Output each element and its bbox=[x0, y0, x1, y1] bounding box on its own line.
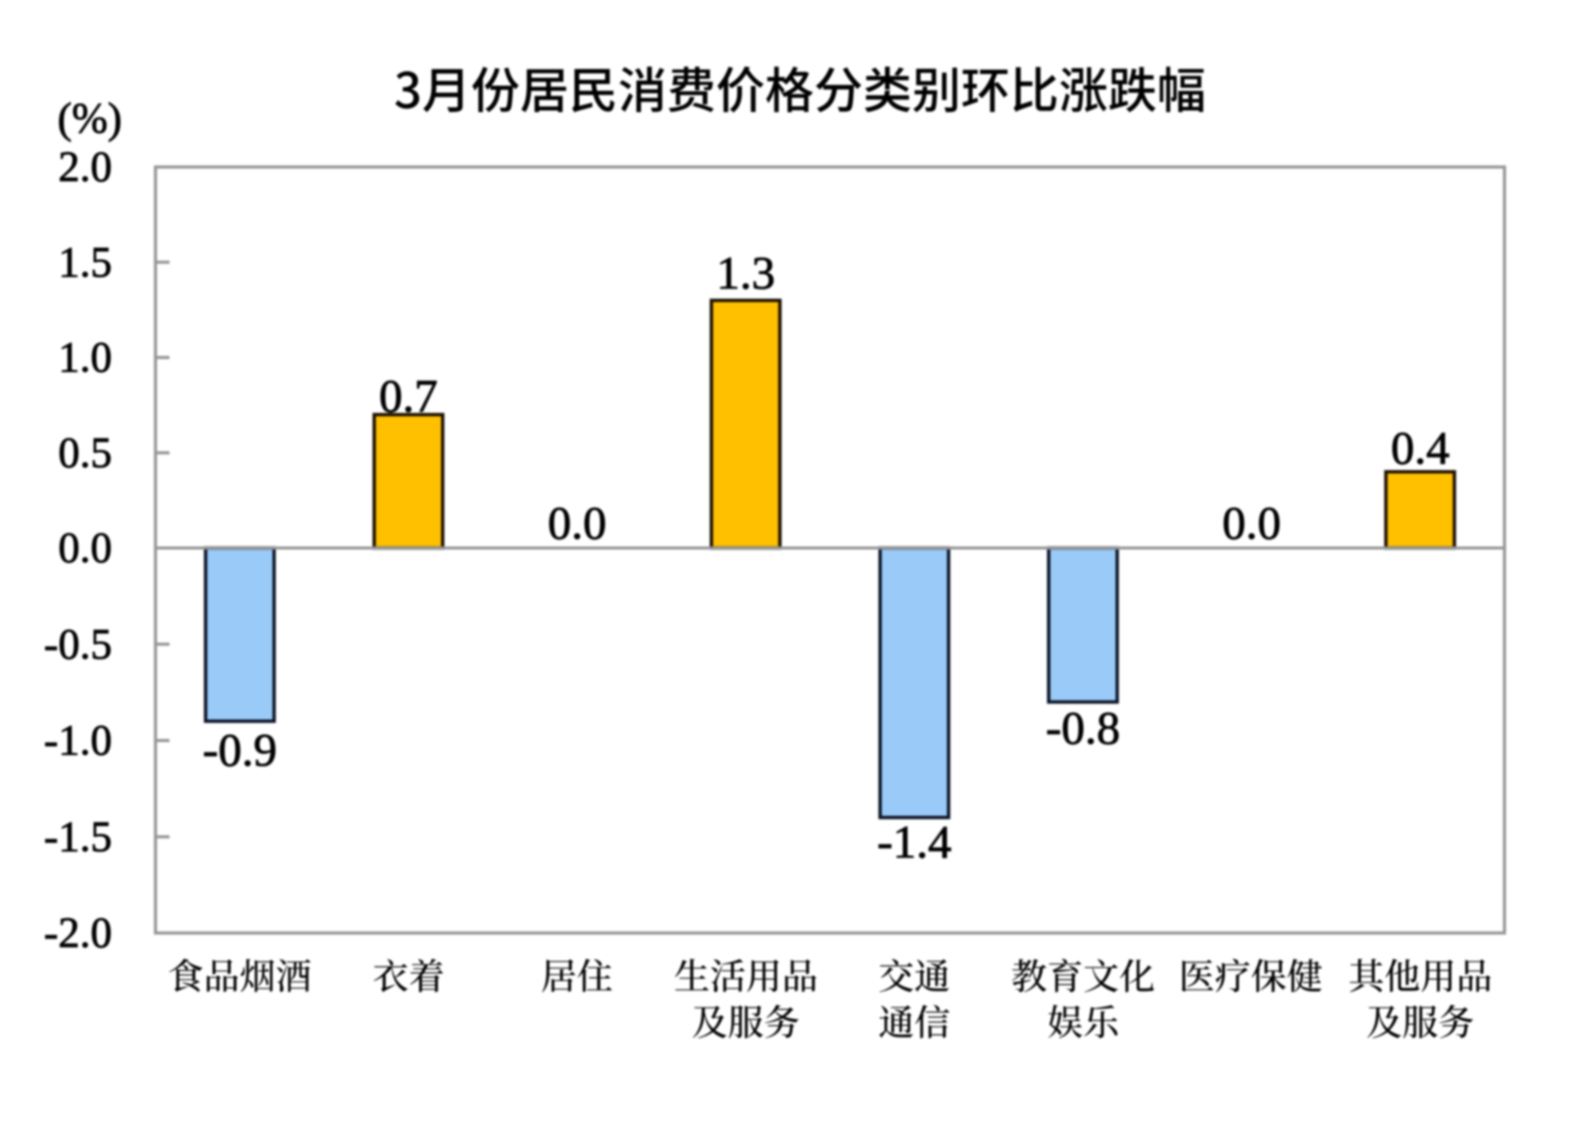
svg-text:-0.9: -0.9 bbox=[203, 725, 277, 777]
svg-text:0.0: 0.0 bbox=[58, 525, 112, 572]
svg-text:-1.5: -1.5 bbox=[44, 814, 112, 861]
svg-text:(%): (%) bbox=[58, 95, 122, 142]
svg-text:1.0: 1.0 bbox=[58, 335, 112, 382]
svg-text:0.7: 0.7 bbox=[379, 371, 438, 423]
svg-text:-1.0: -1.0 bbox=[44, 718, 112, 765]
svg-text:1.5: 1.5 bbox=[58, 239, 112, 286]
svg-text:-0.8: -0.8 bbox=[1046, 703, 1120, 755]
svg-text:0.0: 0.0 bbox=[548, 498, 607, 550]
svg-text:-1.4: -1.4 bbox=[877, 817, 951, 869]
svg-text:0.4: 0.4 bbox=[1391, 423, 1450, 475]
svg-text:-0.5: -0.5 bbox=[44, 622, 112, 669]
svg-text:1.3: 1.3 bbox=[716, 248, 775, 300]
svg-text:0.5: 0.5 bbox=[58, 430, 112, 477]
svg-text:0.0: 0.0 bbox=[1222, 498, 1281, 550]
svg-text:2.0: 2.0 bbox=[58, 144, 112, 191]
svg-text:-2.0: -2.0 bbox=[44, 910, 112, 957]
